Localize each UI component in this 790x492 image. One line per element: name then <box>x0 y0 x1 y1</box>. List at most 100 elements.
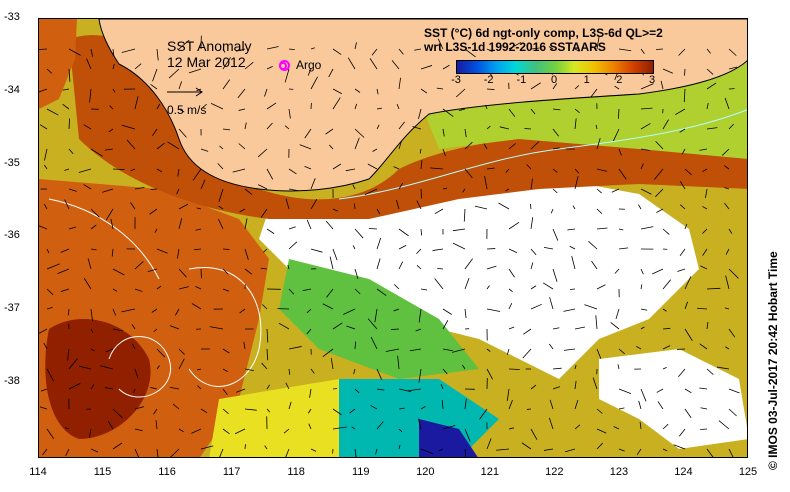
current-vector <box>398 444 401 450</box>
current-vector <box>134 448 139 457</box>
current-vector <box>222 368 228 373</box>
current-vector <box>332 426 347 430</box>
current-vector <box>288 226 296 230</box>
current-vector <box>508 326 515 330</box>
current-vector <box>153 408 158 415</box>
current-vector <box>376 368 382 380</box>
current-vector <box>508 248 518 253</box>
current-vector <box>552 188 558 194</box>
current-vector <box>464 398 467 410</box>
current-vector <box>725 346 730 350</box>
current-vector <box>376 88 379 95</box>
current-vector <box>238 143 246 150</box>
current-vector <box>395 199 400 210</box>
current-vector <box>452 228 466 232</box>
current-vector <box>636 448 642 456</box>
current-vector <box>112 408 123 419</box>
product-line-1: SST (°C) 6d ngt-only comp, L3S-6d QL>=2 <box>424 26 663 40</box>
current-vector <box>39 406 48 410</box>
current-vector <box>178 39 190 50</box>
current-vector <box>385 348 400 352</box>
current-vector <box>68 383 81 390</box>
current-vector <box>596 208 603 214</box>
current-vector <box>596 284 606 290</box>
current-vector <box>105 208 114 221</box>
current-vector <box>178 348 185 355</box>
current-vector <box>219 145 224 150</box>
current-vector <box>238 108 246 111</box>
current-vector <box>419 148 422 154</box>
current-vector <box>706 82 717 90</box>
current-vector <box>416 200 422 210</box>
current-vector <box>376 258 381 270</box>
current-vector <box>200 103 207 110</box>
current-vector <box>549 343 554 350</box>
current-vector <box>563 348 576 351</box>
current-vector <box>354 388 360 394</box>
current-vector <box>68 148 74 154</box>
current-vector <box>243 341 246 350</box>
current-vector <box>508 108 516 118</box>
current-vector <box>506 348 510 355</box>
current-vector <box>552 327 560 330</box>
current-vector <box>151 308 158 313</box>
current-vector <box>266 228 275 234</box>
current-vector <box>398 244 407 250</box>
current-vector <box>464 448 467 457</box>
current-vector <box>595 124 598 130</box>
latitude-tick: -38 <box>4 375 20 387</box>
velocity-scale-label: 0.5 m/s <box>167 103 207 117</box>
current-vector <box>548 417 554 430</box>
current-vector <box>464 258 473 270</box>
current-vector <box>673 444 686 450</box>
current-vector <box>390 328 400 330</box>
current-vector <box>728 448 734 457</box>
current-vector <box>156 348 166 358</box>
colorbar-tick: 3 <box>648 74 656 86</box>
current-vector <box>332 322 343 330</box>
map-area[interactable] <box>38 18 748 458</box>
current-vector <box>455 88 466 98</box>
current-vector <box>178 428 184 433</box>
current-vector <box>486 48 493 53</box>
current-vector <box>420 65 433 70</box>
current-vector <box>724 202 730 210</box>
current-vector <box>325 220 334 230</box>
current-vector <box>640 388 647 402</box>
current-vector <box>102 188 114 193</box>
current-vector <box>44 148 48 161</box>
current-vector <box>195 286 202 290</box>
current-vector <box>234 428 246 435</box>
title-date: 12 Mar 2012 <box>167 54 246 70</box>
current-vector <box>596 442 604 450</box>
current-vector <box>266 348 269 361</box>
current-vector <box>354 128 365 138</box>
current-vector <box>121 308 136 313</box>
current-vector <box>656 208 664 213</box>
current-vector <box>662 448 668 452</box>
current-vector <box>398 428 403 433</box>
current-vector <box>310 368 315 374</box>
current-vector <box>310 448 317 452</box>
current-vector <box>552 367 562 370</box>
current-vector <box>222 288 230 292</box>
current-vector <box>464 128 467 138</box>
current-vector <box>530 141 540 150</box>
current-vector <box>90 224 97 230</box>
current-vector <box>351 426 356 430</box>
current-vector <box>134 261 144 270</box>
current-vector <box>437 267 444 270</box>
current-vector <box>684 408 692 418</box>
current-vector <box>485 104 488 110</box>
current-vector <box>706 48 711 54</box>
longitude-tick: 115 <box>93 466 112 478</box>
current-vector <box>287 264 290 270</box>
sst-anomaly-map <box>39 19 747 457</box>
current-vector <box>442 148 446 157</box>
current-vector <box>440 384 444 390</box>
current-vector <box>244 122 247 130</box>
current-vector <box>458 108 466 111</box>
current-vector <box>191 303 202 310</box>
current-vector <box>349 408 356 414</box>
current-vector <box>83 278 92 290</box>
